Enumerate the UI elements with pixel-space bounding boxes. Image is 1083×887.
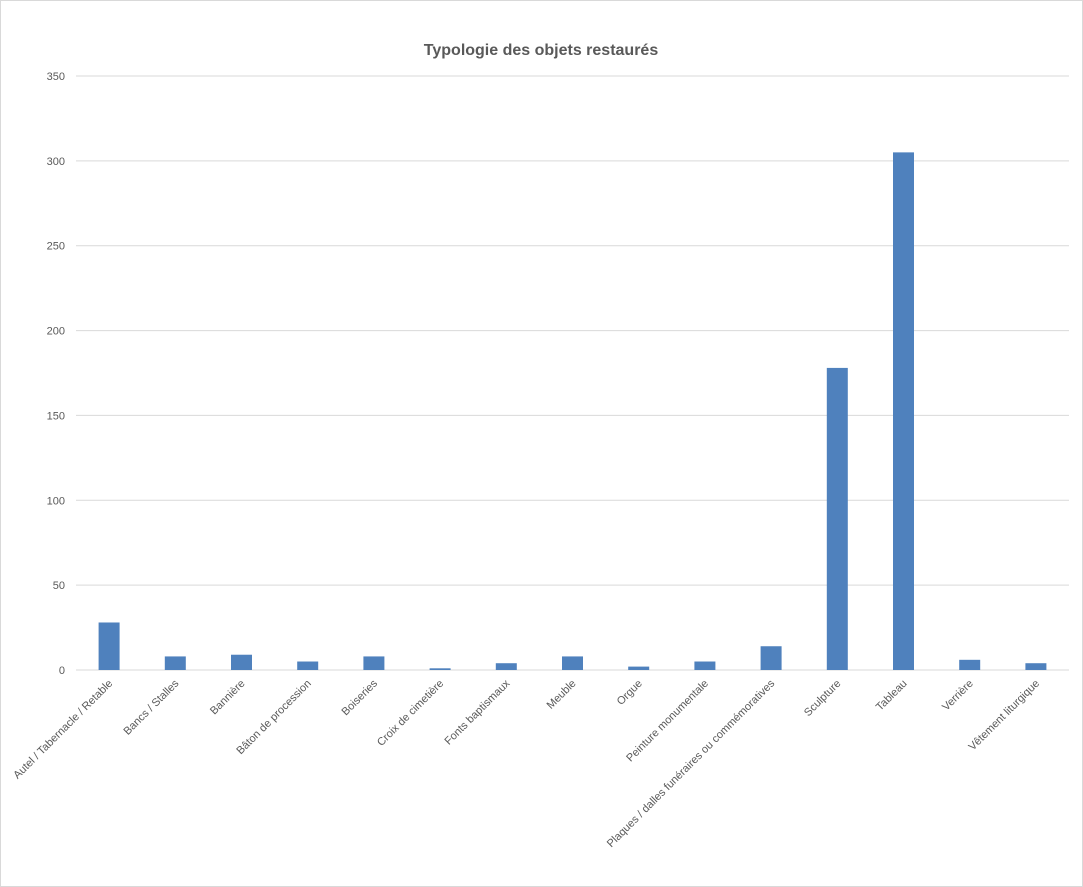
bar <box>429 668 451 670</box>
x-tick-label: Meuble <box>545 678 579 712</box>
bar <box>164 656 186 670</box>
x-tick-label: Bâton de procession <box>234 678 313 757</box>
chart-title: Typologie des objets restaurés <box>424 42 659 59</box>
y-tick-label: 200 <box>47 326 65 338</box>
x-tick-label: Sculpture <box>802 678 843 719</box>
bar <box>826 367 848 670</box>
x-tick-label: Bancs / Stalles <box>121 677 181 737</box>
x-tick-label: Croix de cimetière <box>375 678 446 749</box>
x-tick-label: Fonts baptismaux <box>443 677 513 747</box>
y-tick-label: 50 <box>53 580 65 592</box>
y-tick-label: 150 <box>47 410 65 422</box>
bar <box>893 152 914 670</box>
bar <box>760 646 782 670</box>
bar <box>231 654 252 670</box>
bar <box>98 622 120 670</box>
y-tick-label: 0 <box>59 665 65 677</box>
bar <box>1025 663 1047 670</box>
bar <box>363 656 385 670</box>
x-tick-label: Vêtement liturgique <box>967 678 1043 754</box>
x-tick-label: Autel / Tabernacle / Retable <box>11 678 115 782</box>
x-tick-label: Boiseries <box>340 677 381 718</box>
x-tick-label: Verrière <box>940 678 976 714</box>
bar <box>495 663 517 670</box>
x-tick-label: Bannière <box>208 678 248 718</box>
y-tick-label: 250 <box>47 241 65 253</box>
bar <box>959 659 981 670</box>
x-tick-label: Orgue <box>615 678 645 708</box>
y-tick-label: 100 <box>47 495 65 507</box>
bar <box>297 661 319 670</box>
x-tick-label: Tableau <box>874 678 910 714</box>
y-tick-label: 350 <box>47 71 65 83</box>
bar <box>562 656 583 670</box>
bar <box>694 661 716 670</box>
bar <box>628 666 650 670</box>
y-tick-label: 300 <box>47 156 65 168</box>
